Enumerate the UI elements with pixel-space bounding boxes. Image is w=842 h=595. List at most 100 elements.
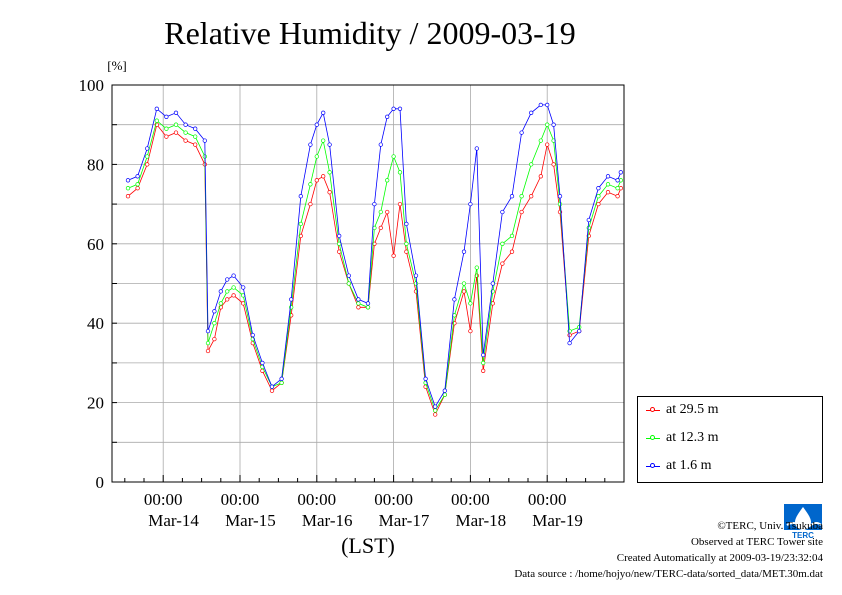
- copyright-text: ©TERC, Univ. Tsukuba: [717, 520, 823, 532]
- data-point: [164, 134, 169, 139]
- data-point: [509, 194, 515, 199]
- data-point: [164, 114, 169, 119]
- data-point: [442, 392, 447, 397]
- data-point: [298, 221, 303, 227]
- data-point: [231, 293, 236, 298]
- data-source-text: Data source : /home/hojyo/new/TERC-data/…: [514, 568, 823, 580]
- data-point: [231, 285, 236, 290]
- data-point: [404, 241, 409, 246]
- data-point: [433, 412, 438, 417]
- y-tick-label: 40: [87, 314, 104, 333]
- terc-logo-icon: TERC: [784, 504, 822, 539]
- credits: ©TERC, Univ. Tsukuba Observed at TERC To…: [514, 518, 823, 582]
- data-point: [135, 182, 140, 187]
- data-point: [321, 110, 326, 115]
- data-point: [385, 114, 390, 119]
- x-tick-time-label: 00:00: [451, 490, 490, 509]
- data-point: [474, 265, 479, 270]
- data-point: [135, 186, 140, 191]
- data-point: [461, 249, 467, 254]
- data-point: [490, 281, 495, 286]
- data-point: [551, 162, 556, 167]
- data-point: [442, 388, 447, 393]
- data-point: [314, 154, 319, 159]
- data-point: [615, 186, 620, 191]
- legend-marker: [650, 435, 655, 440]
- data-point: [183, 138, 188, 143]
- y-tick-label: 0: [96, 473, 105, 492]
- x-tick-time-label: 00:00: [221, 490, 260, 509]
- data-point: [596, 186, 601, 191]
- data-point: [538, 102, 543, 108]
- data-point: [509, 249, 515, 254]
- data-point: [365, 305, 371, 310]
- data-point: [145, 154, 150, 159]
- data-point: [241, 285, 246, 290]
- data-point: [433, 408, 438, 413]
- legend: at 29.5 m at 12.3 m at 1.6 m: [637, 396, 823, 483]
- data-point: [218, 301, 223, 306]
- data-point: [519, 194, 524, 199]
- data-point: [596, 194, 601, 199]
- data-point: [205, 348, 211, 354]
- data-point: [337, 233, 342, 239]
- data-point: [225, 297, 230, 302]
- data-point: [135, 174, 140, 179]
- data-point: [538, 138, 543, 143]
- data-point: [164, 126, 169, 131]
- plot-frame: [111, 84, 625, 483]
- data-point: [346, 281, 351, 286]
- data-point: [500, 261, 505, 266]
- data-point: [605, 190, 611, 195]
- logo-text: TERC: [792, 531, 814, 539]
- data-point: [605, 174, 611, 179]
- chart-title: Relative Humidity / 2009-03-19: [164, 15, 576, 51]
- data-point: [385, 209, 390, 215]
- x-tick-date-label: Mar-17: [379, 511, 430, 530]
- x-tick-time-label: 00:00: [374, 490, 413, 509]
- data-point: [356, 305, 361, 310]
- data-point: [321, 138, 326, 143]
- data-point: [481, 352, 486, 358]
- data-point: [212, 336, 217, 342]
- data-point: [193, 126, 198, 131]
- data-point: [618, 170, 623, 175]
- axis-ticks: 0 20 40 60 80 100 00:00 00:00 00:00 00:00 00:00 00:…: [79, 76, 606, 530]
- data-point: [433, 404, 438, 409]
- data-point: [529, 194, 534, 199]
- data-point: [474, 146, 479, 151]
- x-axis-label: (LST): [341, 533, 395, 558]
- data-point: [378, 225, 383, 231]
- observed-at-text: Observed at TERC Tower site: [690, 536, 823, 548]
- data-point: [260, 360, 265, 366]
- data-point: [577, 328, 582, 334]
- x-tick-date-label: Mar-16: [302, 511, 353, 530]
- data-point: [125, 194, 131, 199]
- data-point: [404, 221, 409, 227]
- data-point: [529, 110, 534, 115]
- x-tick-date-label: Mar-19: [532, 511, 583, 530]
- series-group: [125, 102, 623, 417]
- data-point: [173, 110, 179, 115]
- data-point: [391, 253, 396, 258]
- data-point: [468, 201, 473, 207]
- data-point: [225, 289, 230, 294]
- data-point: [397, 170, 403, 175]
- legend-marker: [650, 463, 655, 468]
- x-tick-date-label: Mar-18: [455, 511, 506, 530]
- y-tick-label: 20: [87, 394, 104, 413]
- data-point: [173, 130, 179, 135]
- data-point: [225, 277, 230, 282]
- data-point: [205, 328, 211, 334]
- data-point: [356, 297, 361, 302]
- data-point: [145, 162, 150, 167]
- data-point: [413, 273, 419, 278]
- data-point: [289, 297, 294, 302]
- data-point: [365, 301, 371, 306]
- legend-marker: [650, 407, 655, 412]
- legend-label: at 1.6 m: [666, 458, 712, 473]
- data-point: [193, 142, 198, 147]
- created-at-text: Created Automatically at 2009-03-19/23:3…: [616, 552, 823, 564]
- data-point: [538, 174, 543, 179]
